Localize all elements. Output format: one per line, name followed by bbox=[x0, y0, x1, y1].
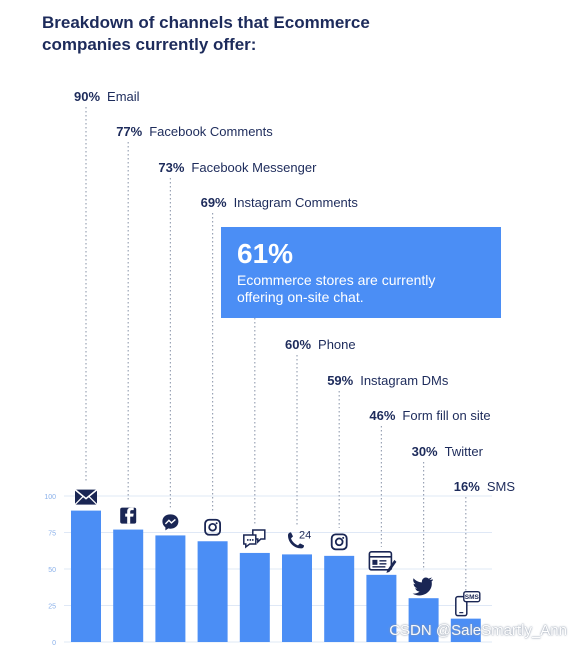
bar-label: 73% Facebook Messenger bbox=[158, 160, 317, 175]
bar bbox=[408, 598, 439, 642]
y-tick-label: 50 bbox=[48, 567, 56, 574]
bar bbox=[239, 552, 270, 642]
bar bbox=[450, 618, 481, 642]
bar-category-label: SMS bbox=[487, 479, 516, 494]
bar-label: 60% Phone bbox=[285, 337, 356, 352]
y-tick-label: 25 bbox=[48, 604, 56, 611]
form-icon bbox=[368, 551, 397, 573]
bar-value-label: 73% bbox=[158, 160, 184, 175]
instagram-icon bbox=[330, 533, 348, 551]
bar-category-label: Twitter bbox=[445, 444, 484, 459]
y-tick-label: 100 bbox=[44, 494, 56, 501]
bar-category-label: Facebook Messenger bbox=[191, 160, 317, 175]
bar bbox=[366, 574, 397, 642]
chat-icon bbox=[243, 529, 266, 549]
y-tick-label: 0 bbox=[52, 640, 56, 647]
bar-value-label: 77% bbox=[116, 124, 142, 139]
bar-value-label: 59% bbox=[327, 373, 353, 388]
bar-category-label: Instagram DMs bbox=[360, 373, 449, 388]
twitter-icon bbox=[412, 577, 433, 596]
callout-value: 61% bbox=[237, 238, 294, 269]
bar-label: 30% Twitter bbox=[412, 444, 484, 459]
y-tick-label: 75 bbox=[48, 531, 56, 538]
bar-category-label: Email bbox=[107, 89, 140, 104]
bar bbox=[282, 554, 312, 642]
bar-label: 90% Email bbox=[74, 89, 140, 104]
bar-label: 46% Form fill on site bbox=[369, 408, 490, 423]
bar-category-label: Form fill on site bbox=[402, 408, 490, 423]
watermark: CSDN @SaleSmartly_Ann bbox=[389, 622, 567, 639]
phone-24-icon: 24 bbox=[288, 529, 311, 549]
svg-text:SMS: SMS bbox=[465, 594, 480, 601]
bar-value-label: 30% bbox=[412, 444, 438, 459]
messenger-icon bbox=[162, 514, 179, 531]
bar bbox=[197, 541, 228, 642]
bar bbox=[71, 510, 101, 642]
bar bbox=[113, 529, 144, 642]
email-icon bbox=[74, 488, 98, 506]
bar-label: 77% Facebook Comments bbox=[116, 124, 273, 139]
bar bbox=[324, 555, 355, 642]
bar-category-label: Instagram Comments bbox=[234, 195, 359, 210]
bar-label: 59% Instagram DMs bbox=[327, 373, 449, 388]
sms-icon: SMS bbox=[455, 590, 481, 617]
bar bbox=[155, 535, 186, 642]
bar-value-label: 60% bbox=[285, 337, 311, 352]
bar-value-label: 16% bbox=[454, 479, 480, 494]
svg-text:24: 24 bbox=[299, 529, 311, 541]
bar-label: 69% Instagram Comments bbox=[201, 195, 359, 210]
bar-category-label: Facebook Comments bbox=[149, 124, 273, 139]
bar-value-label: 90% bbox=[74, 89, 100, 104]
facebook-icon bbox=[120, 507, 137, 524]
chart-title: Breakdown of channels that Ecommerce com… bbox=[42, 13, 370, 54]
bar-label: 16% SMS bbox=[454, 479, 516, 494]
instagram-icon bbox=[204, 518, 222, 536]
onsite-chat-callout: 61% Ecommerce stores are currently offer… bbox=[221, 227, 501, 318]
callout-text: Ecommerce stores are currently offering … bbox=[237, 272, 436, 305]
bar-value-label: 46% bbox=[369, 408, 395, 423]
bar-value-label: 69% bbox=[201, 195, 227, 210]
bar-category-label: Phone bbox=[318, 337, 356, 352]
